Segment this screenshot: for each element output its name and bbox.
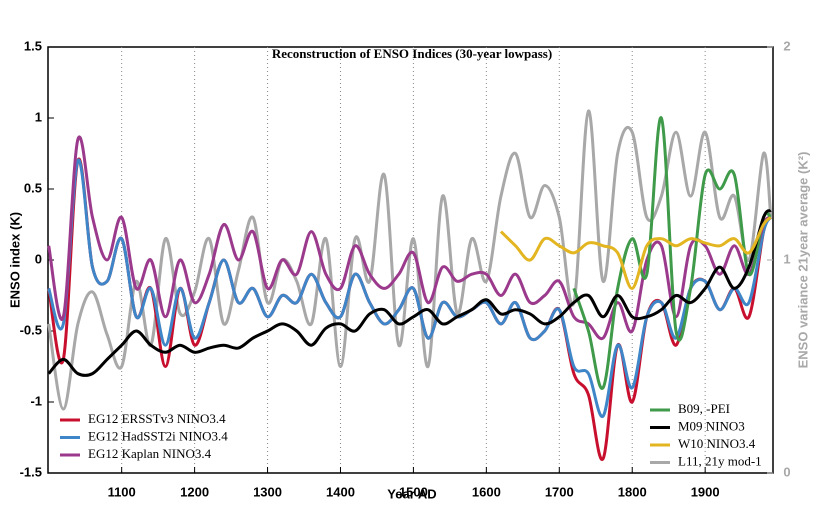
y-tick-label: 0.5 (24, 180, 42, 195)
series-line (47, 158, 773, 418)
y-tick-label: 1 (35, 109, 42, 124)
legend-label: EG12 ERSSTv3 NINO3.4 (88, 411, 226, 426)
x-tick-label: 1200 (180, 484, 209, 499)
legend-label: W10 NINO3.4 (678, 436, 756, 451)
y-tick-label: -1 (30, 393, 42, 408)
y2-tick-label: 1 (783, 251, 790, 266)
legend-label: B09, -PEI (678, 401, 730, 416)
y-tick-label: -0.5 (20, 322, 42, 337)
x-tick-label: 1600 (472, 484, 501, 499)
x-tick-label: 1800 (618, 484, 647, 499)
y-axis-label: ENSO index (K) (7, 212, 22, 308)
y-tick-label: -1.5 (20, 464, 42, 479)
y-tick-label: 0 (35, 251, 42, 266)
x-tick-label: 1500 (399, 484, 428, 499)
x-tick-label: 1700 (545, 484, 574, 499)
series-line (499, 216, 772, 290)
y2-tick-label: 2 (783, 38, 790, 53)
x-tick-label: 1900 (691, 484, 720, 499)
series-line (47, 135, 772, 341)
legend-label: EG12 Kaplan NINO3.4 (88, 446, 212, 461)
chart-title: Reconstruction of ENSO Indices (30-year … (272, 46, 552, 61)
series-line (47, 208, 772, 377)
legend-label: EG12 HadSST2i NINO3.4 (88, 428, 228, 443)
y2-axis-label: ENSO variance 21year average (K²) (795, 152, 810, 369)
x-tick-label: 1100 (108, 484, 136, 499)
x-tick-label: 1300 (253, 484, 282, 499)
x-tick-label: 1400 (326, 484, 355, 499)
legend-label: M09 NINO3 (678, 418, 745, 433)
legend-label: L11, 21y mod-1 (678, 453, 762, 468)
y2-tick-label: 0 (783, 464, 790, 479)
series-line (47, 109, 773, 411)
series-line (572, 116, 773, 390)
x-axis-label: Year AD (387, 486, 436, 501)
y-tick-label: 1.5 (24, 38, 42, 53)
